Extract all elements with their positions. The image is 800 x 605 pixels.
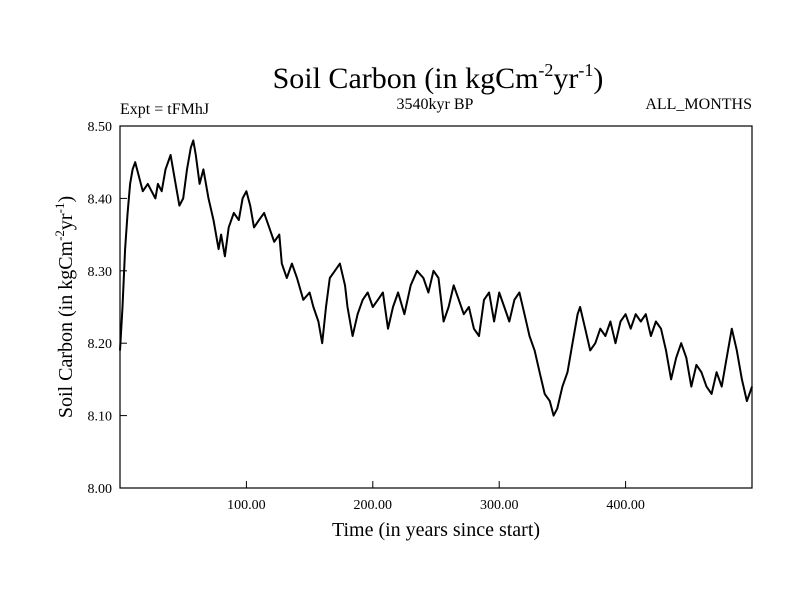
x-tick-label-1: 200.00 [354,498,393,513]
y-axis-label-mid: yr [55,213,77,230]
x-tick-label-3: 400.00 [606,498,645,513]
chart-title-main: Soil Carbon (in kgCm [273,62,539,95]
y-axis-ticks: 8.00 8.10 8.20 8.30 8.40 8.50 [88,120,127,497]
y-tick-label-2: 8.20 [88,337,113,352]
plot-frame [119,125,753,489]
x-axis-label: Time (in years since start) [332,519,540,541]
y-axis-label-end: ) [55,196,77,203]
soil-carbon-series-line [119,139,753,417]
y-tick-label-4: 8.40 [88,192,113,207]
months-label: ALL_MONTHS [645,96,752,113]
chart-title-mid: yr [553,62,578,95]
y-axis-label-sup1: -2 [52,230,67,241]
y-axis-label: Soil Carbon (in kgCm-2yr-1) [52,196,77,418]
y-axis-label-sup2: -1 [52,203,67,214]
y-axis-label-main: Soil Carbon (in kgCm [55,240,77,418]
y-tick-label-5: 8.50 [88,120,113,135]
x-tick-label-2: 300.00 [480,498,519,513]
y-tick-label-1: 8.10 [88,410,113,425]
chart-title-sup2: -1 [578,60,593,80]
chart-title-end: ) [593,62,603,95]
experiment-label: Expt = tFMhJ [120,101,209,118]
period-label: 3540kyr BP [397,96,474,113]
chart-title-sup1: -2 [538,60,553,80]
chart-title: Soil Carbon (in kgCm-2yr-1) [273,60,604,95]
x-tick-label-0: 100.00 [227,498,266,513]
y-tick-label-3: 8.30 [88,265,113,280]
x-axis-ticks: 100.00 200.00 300.00 400.00 [227,481,645,513]
y-tick-label-0: 8.00 [88,482,113,497]
